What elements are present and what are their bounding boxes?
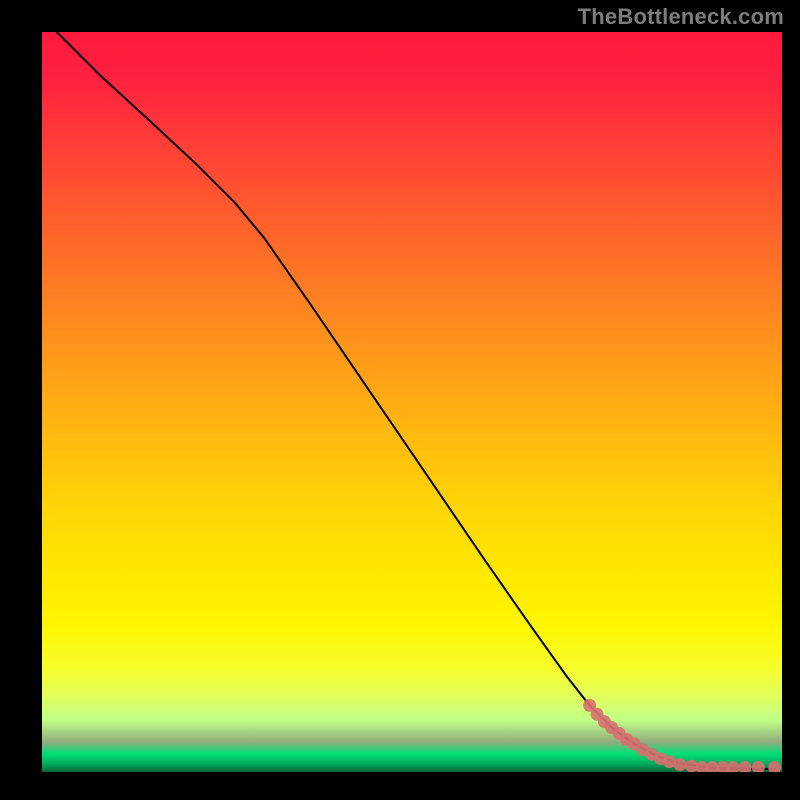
stage: TheBottleneck.com xyxy=(0,0,800,800)
watermark-label: TheBottleneck.com xyxy=(578,4,784,30)
data-marker xyxy=(673,758,686,771)
gradient-plot xyxy=(42,32,782,772)
background-gradient xyxy=(42,32,782,772)
